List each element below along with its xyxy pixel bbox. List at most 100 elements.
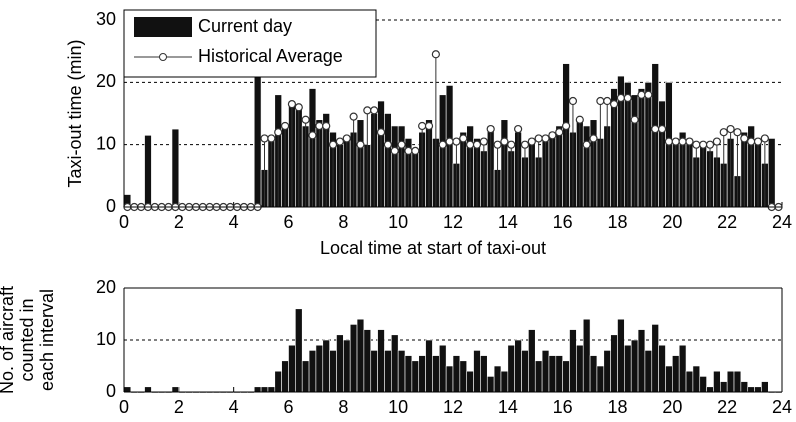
bar (685, 370, 694, 393)
bar (720, 381, 728, 393)
bar (281, 360, 289, 393)
bar (397, 350, 406, 393)
stem-marker (568, 96, 578, 106)
stem-marker (747, 137, 756, 146)
stem-marker (589, 134, 598, 143)
stem-marker (582, 140, 591, 149)
bar (733, 370, 742, 393)
bar (438, 344, 447, 393)
stem-marker (609, 100, 619, 109)
x-tick-label: 0 (119, 212, 129, 232)
stem-marker (493, 140, 502, 149)
bar (672, 355, 680, 393)
stem-marker (322, 121, 331, 131)
stem-marker (575, 115, 584, 124)
stem-marker (520, 140, 530, 149)
stem-marker (274, 128, 283, 137)
x-tick-label: 10 (388, 397, 408, 417)
x-tick-label: 2 (174, 212, 184, 232)
x-tick-label: 24 (772, 212, 792, 232)
stem-marker (637, 90, 646, 99)
bar (404, 355, 413, 393)
bar (610, 334, 618, 393)
bar (411, 360, 420, 393)
y-tick-label: 10 (96, 329, 116, 349)
bar (144, 386, 152, 393)
y-axis-label: Taxi-out time (min) (65, 39, 85, 187)
stem-marker (726, 124, 735, 134)
x-tick-label: 22 (717, 397, 737, 417)
bar (754, 386, 762, 393)
x-tick-label: 22 (717, 212, 737, 232)
stem-marker (390, 146, 399, 155)
bar (253, 386, 262, 393)
bar (301, 360, 310, 393)
bar (418, 355, 426, 393)
x-tick-label: 14 (498, 397, 518, 417)
stem-marker (548, 131, 557, 140)
x-tick-label: 20 (662, 397, 682, 417)
stem-marker (630, 115, 639, 124)
bar (459, 360, 468, 393)
bar (678, 344, 687, 393)
x-tick-label: 18 (607, 397, 627, 417)
bar (740, 381, 749, 393)
y-tick-label: 20 (96, 277, 116, 297)
stem-marker (692, 140, 701, 149)
stem-marker (459, 134, 468, 143)
bar (480, 355, 488, 393)
legend: Current day Historical Average (123, 9, 377, 78)
stem-marker (541, 134, 550, 143)
legend-swatch (134, 17, 192, 37)
bar (562, 360, 570, 393)
stem-marker (328, 140, 338, 149)
x-tick-label: 18 (607, 212, 627, 232)
stem-marker (705, 140, 715, 149)
y-tick-label: 20 (96, 71, 116, 91)
stem-marker (651, 124, 660, 134)
bar (528, 329, 536, 393)
bar (322, 339, 330, 393)
bar (384, 350, 392, 393)
bar (706, 386, 714, 393)
stem-marker (623, 93, 632, 103)
bar (555, 355, 563, 393)
bar (603, 350, 611, 393)
stem-marker (712, 137, 721, 146)
stem-marker (644, 90, 653, 99)
bar (637, 329, 646, 393)
bar (171, 386, 180, 393)
legend-label: Current day (198, 16, 292, 36)
x-tick-label: 16 (553, 212, 573, 232)
stem-marker (308, 131, 317, 140)
bar (651, 324, 659, 393)
bar (699, 376, 707, 393)
bar (308, 350, 317, 393)
stem-marker (349, 112, 358, 121)
stem-marker (466, 140, 475, 149)
x-tick-label: 8 (338, 212, 348, 232)
stem-marker (438, 140, 447, 149)
x-tick-label: 4 (229, 212, 239, 232)
stem-marker (527, 137, 536, 146)
y-tick-label: 10 (96, 133, 116, 153)
stem-marker (431, 50, 440, 59)
stem-marker (267, 134, 276, 143)
bar (726, 370, 735, 393)
bar (624, 344, 632, 393)
x-tick-label: 24 (772, 397, 792, 417)
x-tick-label: 10 (388, 212, 408, 232)
stem-marker (561, 121, 571, 131)
x-tick-label: 20 (662, 212, 682, 232)
x-tick-label: 4 (229, 397, 239, 417)
bar (665, 365, 673, 393)
bar (391, 334, 399, 393)
stem-marker (740, 134, 749, 143)
bar (144, 135, 152, 208)
y-axis-label: No. of aircraft (0, 286, 17, 394)
stem-marker (671, 137, 680, 146)
bar (425, 339, 433, 393)
stem-marker (294, 103, 303, 112)
stem-marker (260, 134, 269, 143)
stem-marker (486, 124, 495, 134)
